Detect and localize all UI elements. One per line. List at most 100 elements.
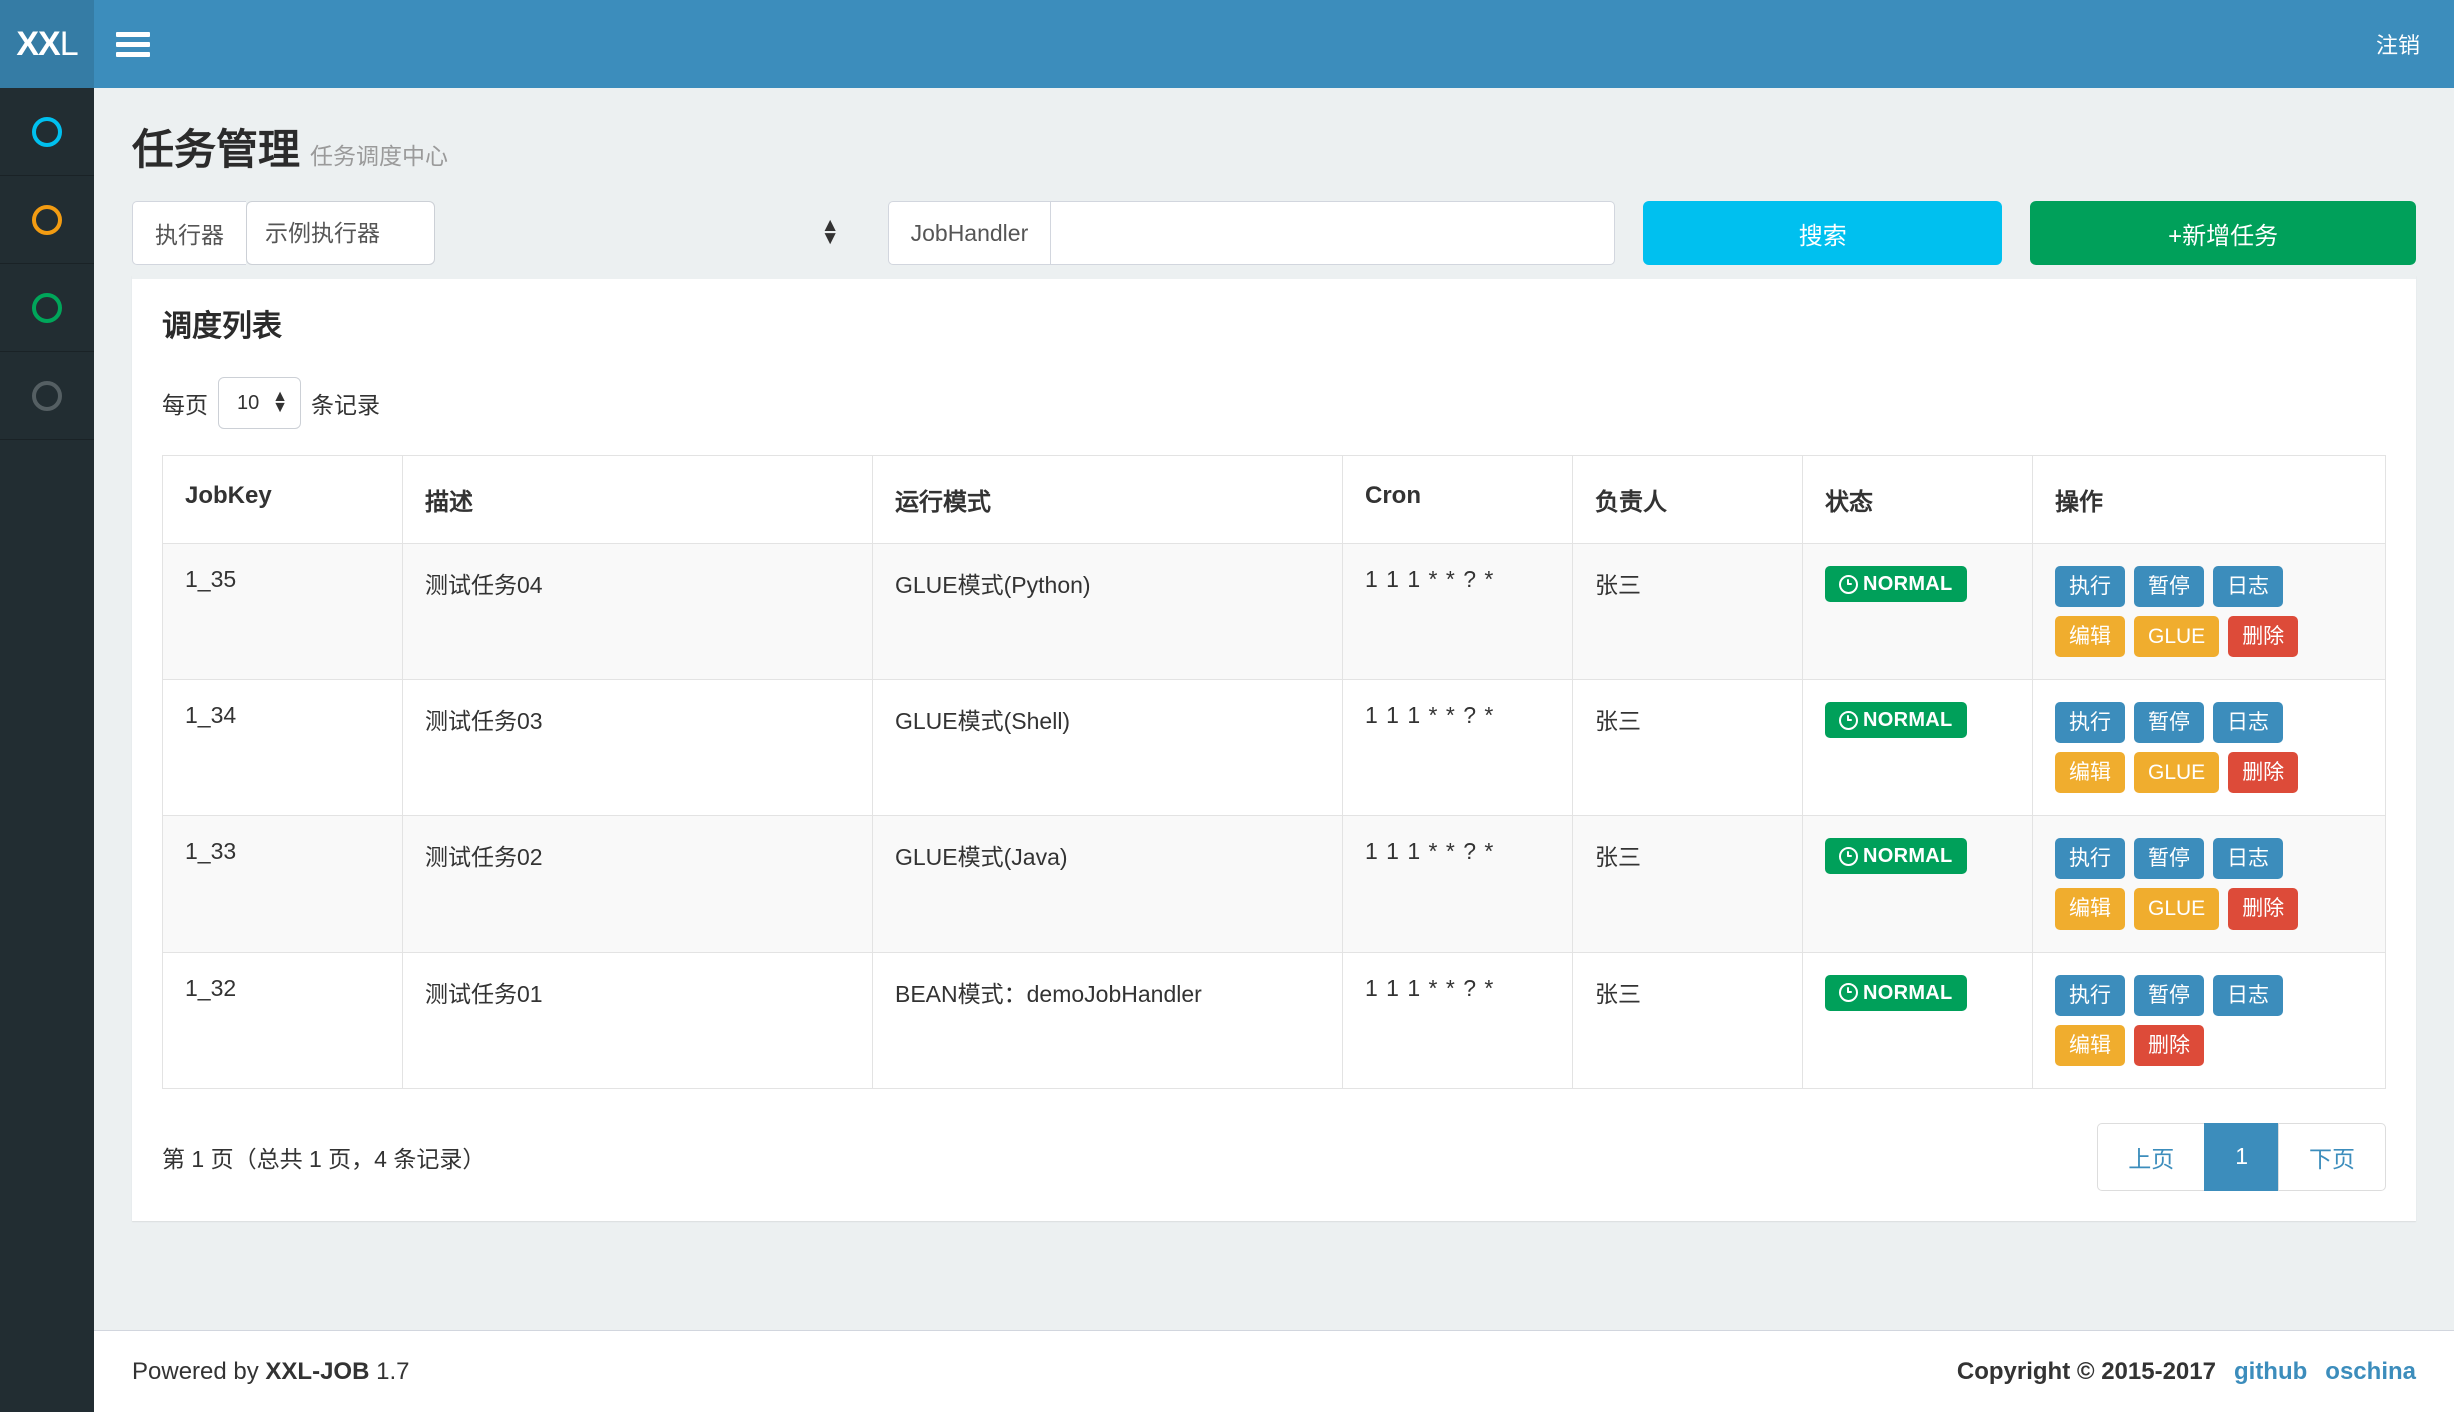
table-row: 1_32 测试任务01 BEAN模式：demoJobHandler 1 1 1 * *… (162, 951, 2386, 1089)
row-action-GLUE[interactable]: GLUE (2134, 888, 2220, 930)
row-action-执行[interactable]: 执行 (2055, 566, 2125, 608)
pagination-row: 第 1 页（总共 1 页，4 条记录） 上页 1 下页 (162, 1122, 2386, 1191)
logout-link[interactable]: 注销 (2375, 33, 2420, 58)
cell-cron: 1 1 1 * * ? * (1342, 815, 1573, 953)
row-action-group: 执行 暂停 日志编辑 GLUE 删除 (2055, 702, 2325, 794)
top-navbar: XX L 注销 (0, 0, 2454, 88)
column-header-jobkey: JobKey (162, 455, 403, 544)
cell-jobkey: 1_34 (162, 679, 403, 817)
row-action-编辑[interactable]: 编辑 (2055, 888, 2125, 930)
status-badge: NORMAL (1825, 702, 1967, 739)
cell-jobkey: 1_35 (162, 542, 403, 681)
clock-icon (1839, 710, 1858, 730)
cell-owner: 张三 (1572, 679, 1803, 817)
cell-ops: 执行 暂停 日志编辑 GLUE 删除 (2032, 815, 2386, 953)
cell-jobkey: 1_32 (162, 951, 403, 1089)
status-badge: NORMAL (1825, 974, 1967, 1011)
panel-body: 每页 10 ▲ ▼ 条记录 JobKey (132, 349, 2416, 1221)
sidebar-toggle-button[interactable] (94, 0, 172, 88)
row-action-日志[interactable]: 日志 (2213, 702, 2283, 744)
panel-title: 调度列表 (162, 310, 282, 343)
status-label: NORMAL (1863, 845, 1953, 868)
cell-mode: GLUE模式(Shell) (872, 679, 1343, 817)
status-label: NORMAL (1863, 709, 1953, 732)
search-button-group: 搜索 (1643, 201, 2030, 265)
job-table-body: 1_35 测试任务04 GLUE模式(Python) 1 1 1 * * ? * 张三 N… (162, 542, 2386, 1089)
row-action-GLUE[interactable]: GLUE (2134, 616, 2220, 658)
oschina-link[interactable]: oschina (2325, 1357, 2416, 1385)
navbar: 注销 (94, 0, 2454, 88)
clock-icon (1839, 574, 1858, 594)
status-badge: NORMAL (1825, 838, 1967, 875)
row-action-删除[interactable]: 删除 (2134, 1024, 2204, 1066)
row-action-暂停[interactable]: 暂停 (2134, 566, 2204, 608)
sidebar-item-2[interactable] (0, 176, 94, 264)
cell-desc: 测试任务04 (402, 542, 873, 681)
powered-prefix: Powered by (132, 1357, 266, 1385)
add-job-button[interactable]: +新增任务 (2030, 201, 2417, 265)
row-action-执行[interactable]: 执行 (2055, 838, 2125, 880)
page-length-select[interactable]: 10 (218, 377, 301, 429)
row-action-执行[interactable]: 执行 (2055, 702, 2125, 744)
page-footer: Powered by XXL-JOB 1.7 Copyright © 2015-… (94, 1330, 2454, 1412)
content-wrapper: 任务管理 任务调度中心 执行器 示例执行器 ▲ ▼ (94, 88, 2454, 1412)
row-action-暂停[interactable]: 暂停 (2134, 702, 2204, 744)
row-action-日志[interactable]: 日志 (2213, 566, 2283, 608)
cell-desc: 测试任务01 (402, 951, 873, 1089)
panel-header: 调度列表 (132, 279, 2416, 349)
pagination-prev[interactable]: 上页 (2097, 1122, 2205, 1191)
column-header-status: 状态 (1802, 455, 2033, 544)
pagination: 上页 1 下页 (2097, 1122, 2386, 1191)
powered-by: Powered by XXL-JOB 1.7 (132, 1358, 409, 1386)
github-link[interactable]: github (2233, 1357, 2308, 1385)
search-button[interactable]: 搜索 (1643, 201, 2003, 265)
sidebar-item-1[interactable] (0, 88, 94, 176)
row-action-group: 执行 暂停 日志编辑 GLUE 删除 (2055, 838, 2325, 930)
brand-logo-bold: XX (16, 24, 60, 63)
column-header-cron: Cron (1342, 455, 1573, 544)
row-action-暂停[interactable]: 暂停 (2134, 838, 2204, 880)
cell-desc: 测试任务02 (402, 815, 873, 953)
cell-status: NORMAL (1802, 951, 2033, 1089)
content-body: 执行器 示例执行器 ▲ ▼ JobHandler (94, 183, 2454, 1412)
row-action-暂停[interactable]: 暂停 (2134, 974, 2204, 1016)
powered-name: XXL-JOB (265, 1357, 370, 1385)
sidebar-item-3[interactable] (0, 264, 94, 352)
brand-logo-light: L (59, 24, 79, 63)
row-action-删除[interactable]: 删除 (2228, 752, 2299, 794)
jobhandler-filter-group: JobHandler (887, 201, 1644, 265)
cell-ops: 执行 暂停 日志编辑 删除 (2032, 951, 2386, 1089)
brand-logo[interactable]: XX L (0, 0, 94, 88)
row-action-日志[interactable]: 日志 (2213, 838, 2283, 880)
row-action-编辑[interactable]: 编辑 (2055, 616, 2125, 658)
page-length-prefix: 每页 (162, 392, 208, 418)
cell-desc: 测试任务03 (402, 679, 873, 817)
chevron-updown-icon: ▲ ▼ (820, 215, 840, 249)
executor-filter-group: 执行器 示例执行器 ▲ ▼ (132, 201, 888, 265)
row-action-删除[interactable]: 删除 (2228, 616, 2299, 658)
cell-jobkey: 1_33 (162, 815, 403, 953)
row-action-执行[interactable]: 执行 (2055, 974, 2125, 1016)
column-header-ops: 操作 (2032, 455, 2386, 544)
cell-status: NORMAL (1802, 815, 2033, 953)
pagination-page-1[interactable]: 1 (2204, 1122, 2278, 1191)
cell-cron: 1 1 1 * * ? * (1342, 679, 1573, 817)
row-action-编辑[interactable]: 编辑 (2055, 752, 2125, 794)
row-action-删除[interactable]: 删除 (2228, 888, 2299, 930)
page-title: 任务管理 (132, 126, 301, 173)
cell-status: NORMAL (1802, 679, 2033, 817)
cell-owner: 张三 (1572, 951, 1803, 1089)
circle-icon (32, 292, 62, 323)
jobhandler-input[interactable] (1050, 201, 1616, 265)
row-action-日志[interactable]: 日志 (2213, 974, 2283, 1016)
status-label: NORMAL (1863, 981, 1953, 1004)
row-action-GLUE[interactable]: GLUE (2134, 752, 2220, 794)
sidebar-item-4[interactable] (0, 352, 94, 440)
executor-select[interactable]: 示例执行器 (246, 201, 435, 265)
pagination-next[interactable]: 下页 (2278, 1122, 2386, 1191)
content-header: 任务管理 任务调度中心 (94, 88, 2454, 183)
table-row: 1_35 测试任务04 GLUE模式(Python) 1 1 1 * * ? * 张三 N… (162, 542, 2386, 681)
cell-ops: 执行 暂停 日志编辑 GLUE 删除 (2032, 679, 2386, 817)
table-header-row: JobKey 描述 运行模式 Cron 负责人 状态 操作 (162, 455, 2386, 544)
row-action-编辑[interactable]: 编辑 (2055, 1024, 2125, 1066)
